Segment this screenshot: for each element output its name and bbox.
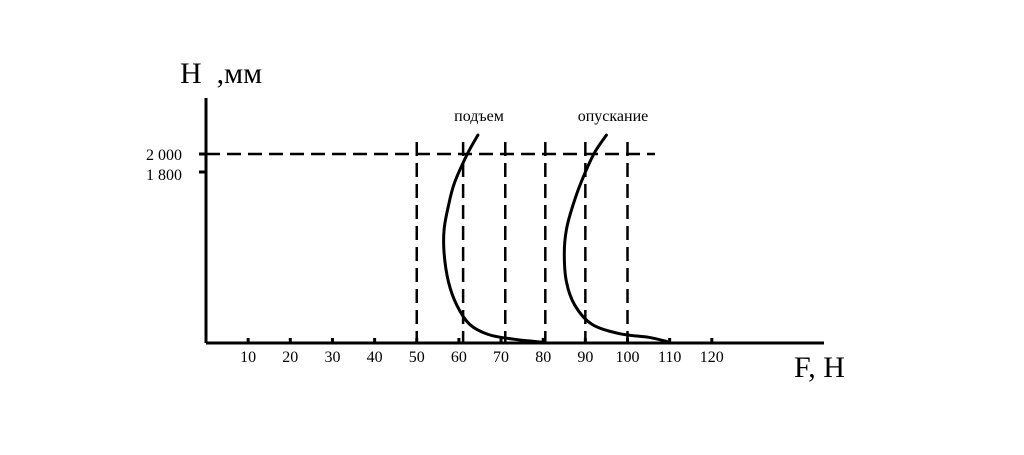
y-tick-label-2000: 2 000: [146, 147, 182, 164]
x-tick-label-70: 70: [493, 349, 509, 366]
reference-lines: [206, 142, 655, 343]
x-tick-label-110: 110: [658, 349, 681, 366]
x-tick-label-20: 20: [282, 349, 298, 366]
series-label-lower: опускание: [578, 108, 649, 125]
series-curves: [442, 133, 672, 345]
x-tick-label-100: 100: [616, 349, 640, 366]
series-line-1: [562, 133, 672, 345]
series-line-0: [442, 133, 546, 345]
x-tick-labels: 10 20 30 40 50 60 70 80 90 100 110 120: [240, 338, 724, 366]
x-tick-label-40: 40: [367, 349, 383, 366]
x-axis-title: F, Н: [794, 351, 845, 384]
y-axis-title: H ,мм: [180, 57, 262, 90]
x-tick-label-30: 30: [324, 349, 340, 366]
x-tick-label-90: 90: [577, 349, 593, 366]
x-tick-label-50: 50: [409, 349, 425, 366]
x-tick-label-10: 10: [240, 349, 256, 366]
x-tick-label-60: 60: [451, 349, 467, 366]
y-tick-label-1800: 1 800: [146, 167, 182, 184]
x-tick-label-80: 80: [535, 349, 551, 366]
x-tick-label-120: 120: [700, 349, 724, 366]
series-label-lift: подъем: [454, 108, 504, 125]
